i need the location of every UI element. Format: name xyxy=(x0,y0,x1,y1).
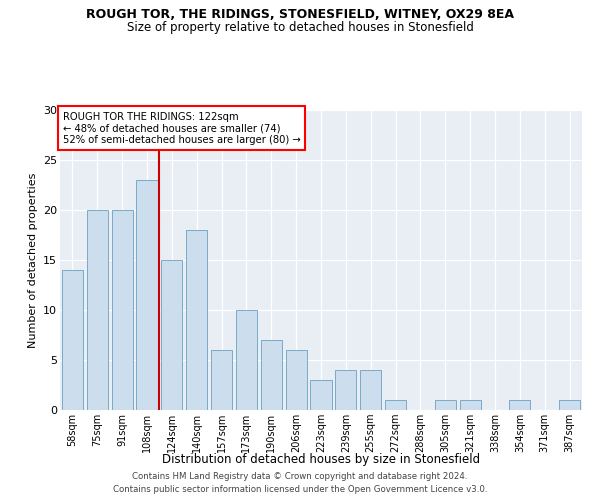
Text: ROUGH TOR THE RIDINGS: 122sqm
← 48% of detached houses are smaller (74)
52% of s: ROUGH TOR THE RIDINGS: 122sqm ← 48% of d… xyxy=(62,112,301,144)
Text: Contains HM Land Registry data © Crown copyright and database right 2024.
Contai: Contains HM Land Registry data © Crown c… xyxy=(113,472,487,494)
Bar xyxy=(62,270,83,410)
Bar xyxy=(559,400,580,410)
Text: Size of property relative to detached houses in Stonesfield: Size of property relative to detached ho… xyxy=(127,21,473,34)
Text: ROUGH TOR, THE RIDINGS, STONESFIELD, WITNEY, OX29 8EA: ROUGH TOR, THE RIDINGS, STONESFIELD, WIT… xyxy=(86,8,514,20)
Bar xyxy=(435,400,456,410)
Bar xyxy=(112,210,133,410)
Bar xyxy=(211,350,232,410)
Bar xyxy=(236,310,257,410)
Text: Distribution of detached houses by size in Stonesfield: Distribution of detached houses by size … xyxy=(162,452,480,466)
Bar xyxy=(136,180,158,410)
Bar xyxy=(186,230,207,410)
Bar xyxy=(286,350,307,410)
Bar xyxy=(335,370,356,410)
Bar xyxy=(385,400,406,410)
Bar xyxy=(310,380,332,410)
Bar xyxy=(360,370,381,410)
Bar xyxy=(261,340,282,410)
Bar xyxy=(87,210,108,410)
Bar xyxy=(460,400,481,410)
Bar xyxy=(509,400,530,410)
Y-axis label: Number of detached properties: Number of detached properties xyxy=(28,172,38,348)
Bar xyxy=(161,260,182,410)
